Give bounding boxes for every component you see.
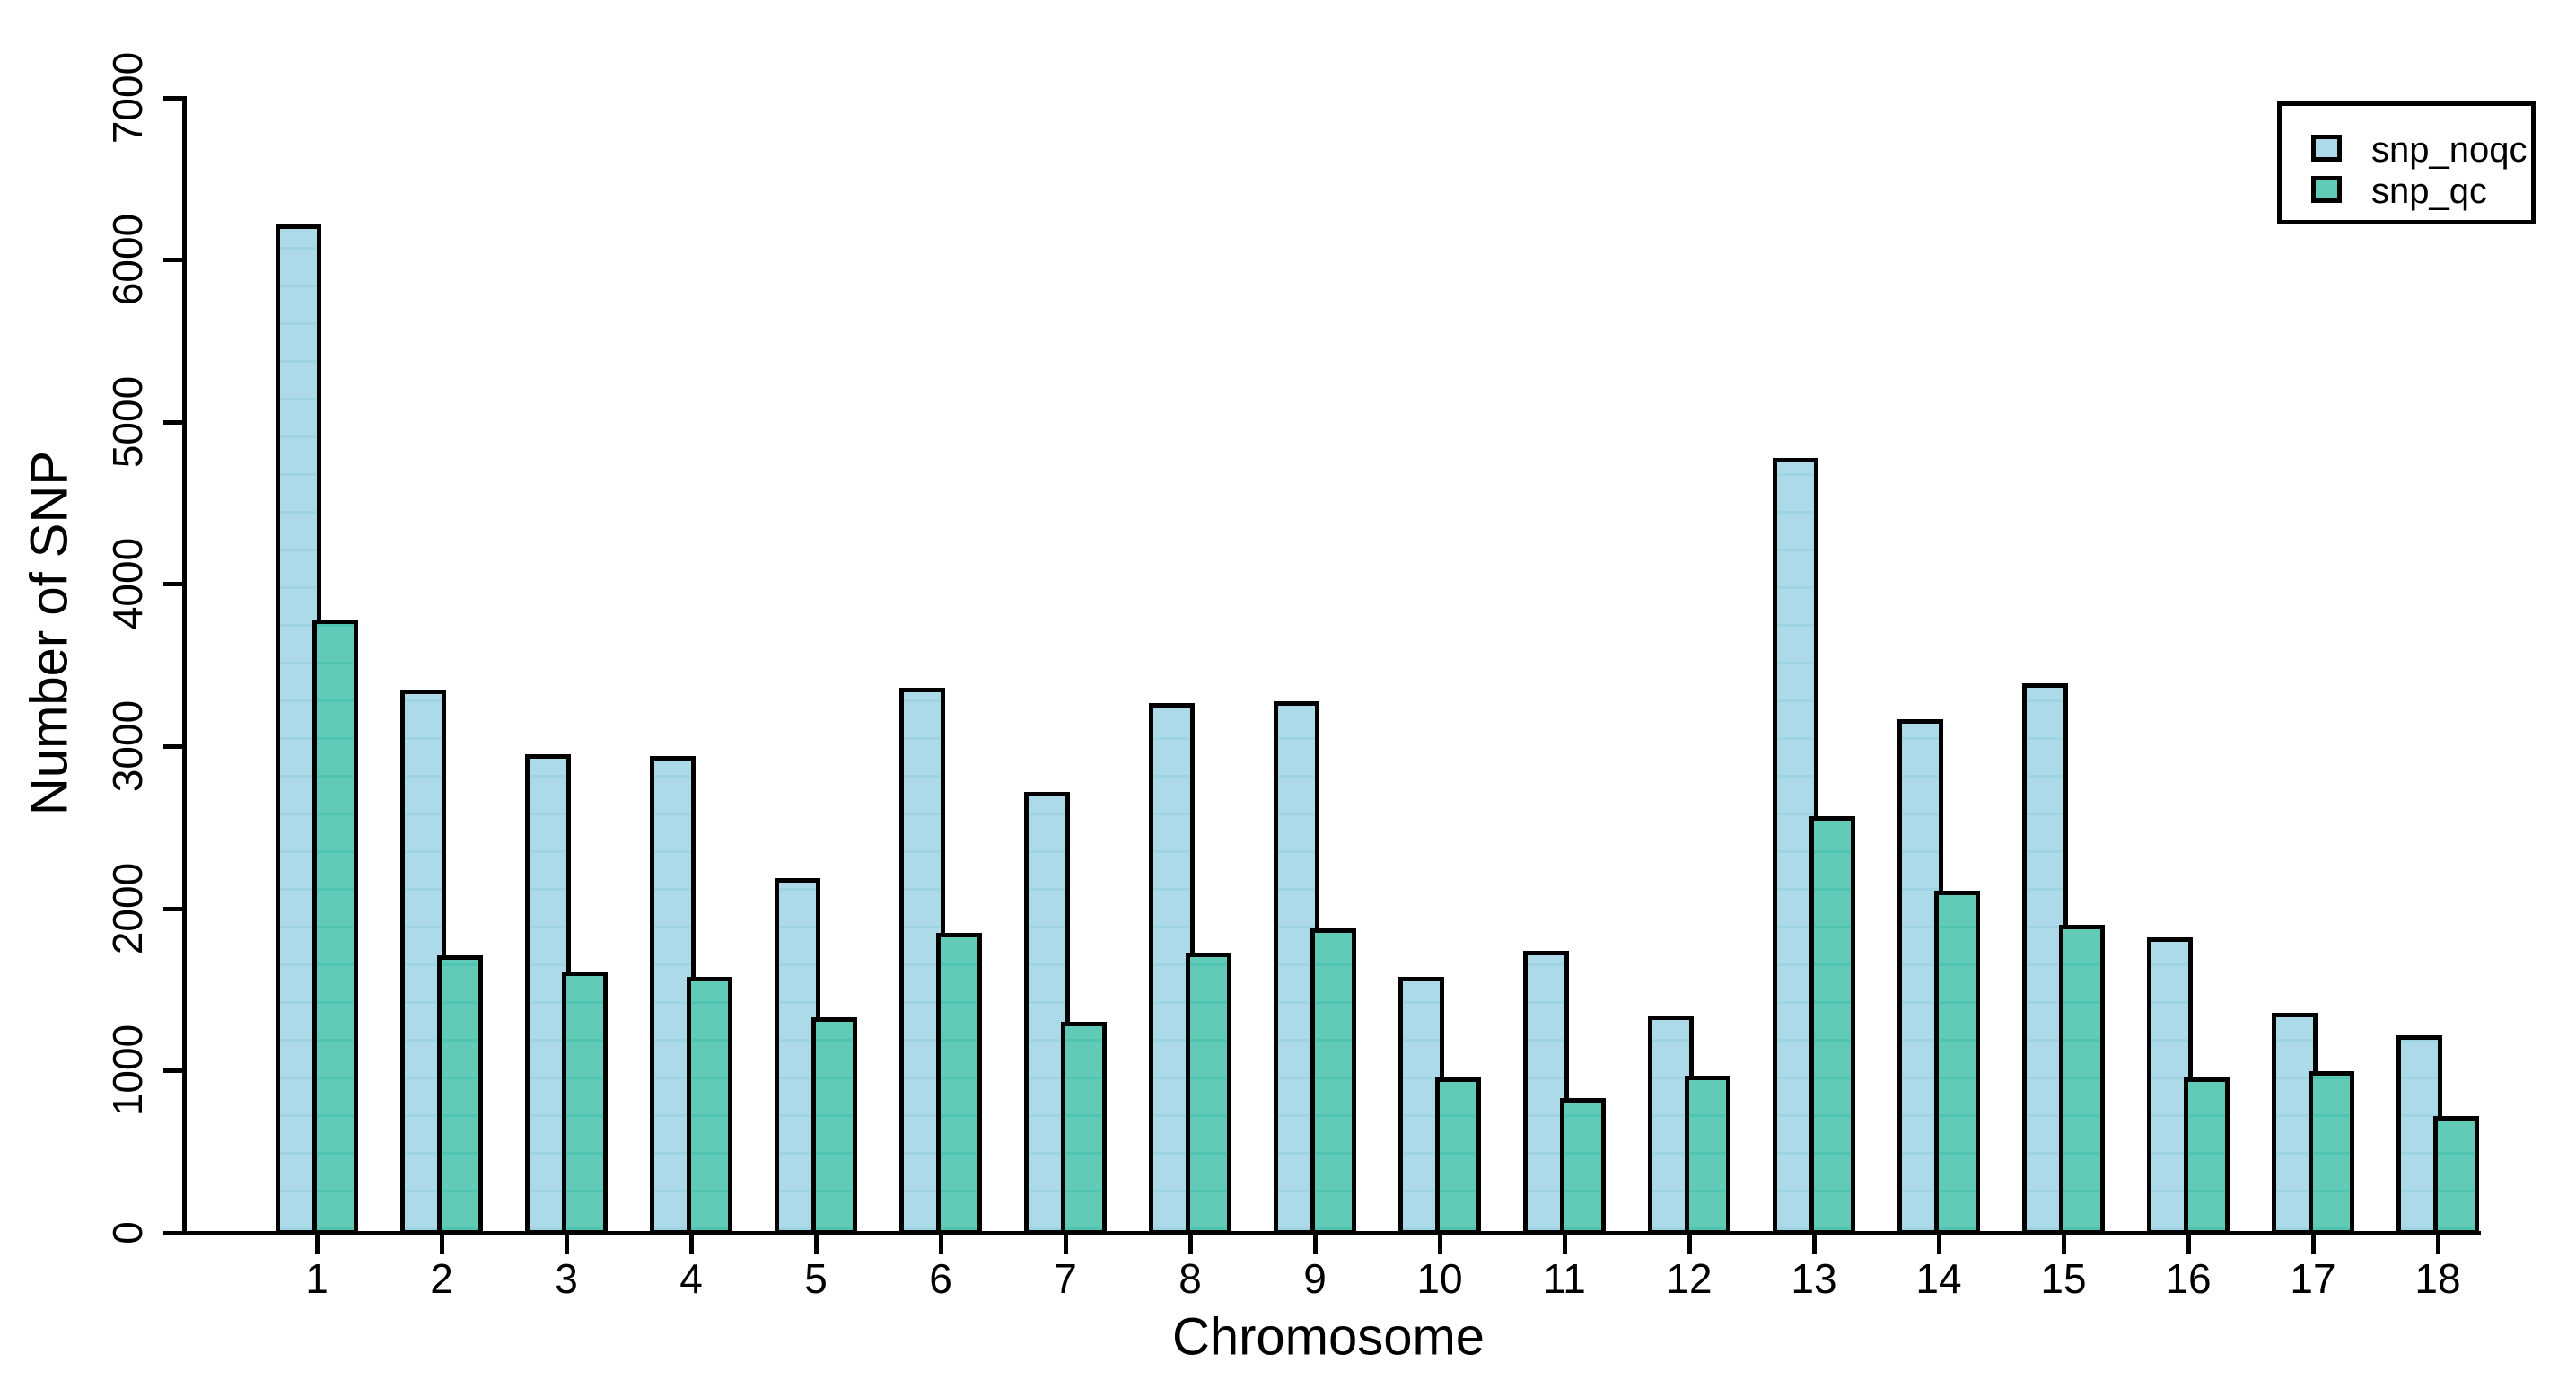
bar-snp_qc-chr7 [1061, 1022, 1107, 1235]
x-tick-label-chr17: 17 [2290, 1255, 2336, 1302]
x-tick-label-chr12: 12 [1666, 1255, 1713, 1302]
x-tick-chr5 [814, 1235, 819, 1254]
y-tick-label-3000: 3000 [104, 699, 151, 793]
x-tick-label-chr9: 9 [1303, 1255, 1327, 1302]
x-tick-chr1 [315, 1235, 320, 1254]
y-axis-line [182, 95, 187, 1235]
x-tick-label-chr18: 18 [2414, 1255, 2461, 1302]
x-tick-chr12 [1687, 1235, 1692, 1254]
bar-snp_qc-chr11 [1560, 1098, 1606, 1235]
y-tick-2000 [163, 906, 182, 911]
x-tick-label-chr6: 6 [929, 1255, 952, 1302]
y-tick-3000 [163, 744, 182, 750]
bar-snp_qc-chr2 [437, 955, 483, 1235]
x-tick-chr15 [2062, 1235, 2066, 1254]
x-tick-label-chr16: 16 [2165, 1255, 2212, 1302]
x-tick-label-chr14: 14 [1915, 1255, 1962, 1302]
x-tick-label-chr11: 11 [1543, 1255, 1586, 1302]
x-axis-title: Chromosome [1171, 1307, 1485, 1367]
y-tick-label-7000: 7000 [104, 51, 151, 144]
x-tick-chr17 [2311, 1235, 2316, 1254]
legend-swatch-snp-noqc [2311, 135, 2342, 162]
legend-label-snp-noqc: snp_noqc [2371, 130, 2528, 170]
x-tick-label-chr3: 3 [555, 1255, 578, 1302]
y-tick-1000 [163, 1068, 182, 1074]
y-tick-5000 [163, 419, 182, 425]
y-tick-label-6000: 6000 [104, 213, 151, 306]
x-tick-label-chr4: 4 [679, 1255, 703, 1302]
y-tick-label-2000: 2000 [104, 862, 151, 954]
bar-snp_qc-chr13 [1809, 815, 1855, 1235]
x-tick-label-chr15: 15 [2040, 1255, 2087, 1302]
x-tick-chr9 [1313, 1235, 1318, 1254]
x-tick-chr7 [1064, 1235, 1068, 1254]
x-tick-chr18 [2436, 1235, 2440, 1254]
y-tick-label-4000: 4000 [104, 538, 151, 630]
x-tick-label-chr2: 2 [430, 1255, 453, 1302]
bar-snp_qc-chr14 [1934, 891, 1980, 1235]
legend: snp_noqc snp_qc [2277, 101, 2536, 224]
bar-snp_qc-chr3 [562, 972, 608, 1235]
x-tick-chr16 [2186, 1235, 2191, 1254]
x-tick-label-chr1: 1 [305, 1255, 329, 1302]
x-tick-chr8 [1188, 1235, 1193, 1254]
y-tick-6000 [163, 258, 182, 263]
x-tick-label-chr7: 7 [1054, 1255, 1077, 1302]
y-tick-label-0: 0 [104, 1221, 151, 1244]
x-tick-chr3 [565, 1235, 569, 1254]
x-tick-chr2 [440, 1235, 444, 1254]
y-tick-label-5000: 5000 [104, 375, 151, 468]
x-tick-label-chr10: 10 [1416, 1255, 1463, 1302]
legend-entry-snp-qc: snp_qc [2282, 169, 2531, 214]
bar-snp_qc-chr6 [936, 933, 982, 1235]
x-tick-label-chr8: 8 [1178, 1255, 1202, 1302]
legend-label-snp-qc: snp_qc [2371, 171, 2487, 211]
legend-swatch-snp-qc [2311, 176, 2342, 203]
bar-snp_qc-chr16 [2184, 1077, 2230, 1235]
y-tick-4000 [163, 582, 182, 587]
bar-snp_noqc-chr7 [1024, 791, 1070, 1235]
bar-snp_qc-chr17 [2309, 1070, 2354, 1235]
x-tick-chr14 [1937, 1235, 1941, 1254]
x-tick-label-chr13: 13 [1791, 1255, 1837, 1302]
x-tick-chr10 [1438, 1235, 1442, 1254]
bar-snp_qc-chr15 [2059, 924, 2105, 1235]
x-tick-chr4 [689, 1235, 694, 1254]
y-axis-title: Number of SNP [20, 450, 79, 816]
x-tick-label-chr5: 5 [804, 1255, 828, 1302]
bar-snp_qc-chr18 [2433, 1116, 2479, 1235]
x-tick-chr6 [939, 1235, 943, 1254]
legend-entry-snp-noqc: snp_noqc [2282, 127, 2531, 172]
bar-snp_qc-chr1 [312, 620, 358, 1235]
bar-snp_qc-chr4 [687, 976, 732, 1235]
bar-snp_qc-chr12 [1685, 1075, 1730, 1235]
x-tick-chr13 [1812, 1235, 1817, 1254]
bar-snp_qc-chr8 [1186, 952, 1231, 1235]
y-tick-7000 [163, 95, 182, 101]
y-tick-label-1000: 1000 [104, 1024, 151, 1117]
bar-snp_qc-chr5 [811, 1016, 857, 1235]
bar-snp_qc-chr10 [1435, 1077, 1481, 1235]
y-tick-0 [163, 1231, 182, 1235]
x-tick-chr11 [1563, 1235, 1567, 1254]
bar-snp_qc-chr9 [1310, 928, 1356, 1235]
